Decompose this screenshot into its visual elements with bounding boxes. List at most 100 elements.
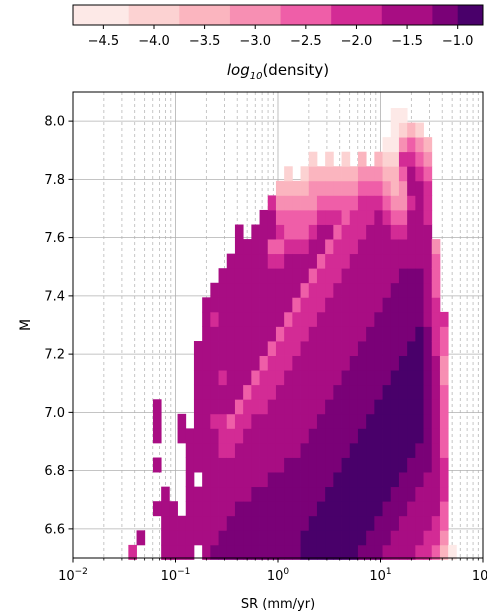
heatmap-cell <box>267 355 277 371</box>
heatmap-cell <box>382 282 392 298</box>
heatmap-cell <box>374 253 383 269</box>
heatmap-cell <box>398 501 408 517</box>
heatmap-cell <box>382 399 392 415</box>
heatmap-cell <box>234 515 244 531</box>
heatmap-cell <box>152 457 162 473</box>
x-axis-label: SR (mm/yr) <box>241 597 315 612</box>
heatmap-cell <box>202 297 211 313</box>
heatmap-cell <box>423 282 433 298</box>
heatmap-cell <box>366 457 375 473</box>
y-tick-label-0: 6.6 <box>44 522 65 537</box>
heatmap-cell <box>267 282 277 298</box>
heatmap-cell <box>169 501 178 517</box>
heatmap-cell <box>292 355 301 371</box>
heatmap-cell <box>357 195 367 211</box>
heatmap-cell <box>267 486 277 502</box>
heatmap-cell <box>423 311 433 327</box>
heatmap-cell <box>439 370 449 386</box>
heatmap-cell <box>357 326 367 342</box>
heatmap-cell <box>300 341 310 356</box>
heatmap-cell <box>423 544 433 560</box>
heatmap-cell <box>407 166 416 182</box>
heatmap-cell <box>341 166 351 182</box>
heatmap-cell <box>259 253 269 269</box>
heatmap-cell <box>423 326 433 342</box>
heatmap-cell <box>423 341 433 356</box>
x-tick-label-4: 102 <box>472 567 487 584</box>
heatmap-cell <box>251 399 260 415</box>
heatmap-cell <box>341 472 351 488</box>
heatmap-cell <box>243 311 252 327</box>
colorbar-tick-label-2: −3.5 <box>189 34 221 49</box>
heatmap-cell <box>390 428 400 444</box>
heatmap-cell <box>292 428 301 444</box>
heatmap-cell <box>341 413 351 429</box>
heatmap-cell <box>398 239 408 255</box>
heatmap-cell <box>316 486 326 502</box>
heatmap-cell <box>341 282 351 298</box>
heatmap-cell <box>275 180 285 196</box>
heatmap-cell <box>382 326 392 342</box>
heatmap-cell <box>185 442 195 458</box>
heatmap-cell <box>275 370 285 386</box>
heatmap-cell <box>267 384 277 400</box>
heatmap-cell <box>431 428 441 444</box>
heatmap-cell <box>390 370 400 386</box>
heatmap-cell <box>284 195 293 211</box>
heatmap-cell <box>407 268 416 284</box>
heatmap-cell <box>349 166 359 182</box>
heatmap-cell <box>308 326 318 342</box>
colorbar-tick-label-6: −1.5 <box>391 34 423 49</box>
heatmap-cell <box>366 253 375 269</box>
heatmap-cell <box>415 544 424 560</box>
heatmap-cell <box>259 355 269 371</box>
heatmap-cell <box>374 384 383 400</box>
heatmap-cell <box>407 326 416 342</box>
heatmap-cell <box>136 530 146 546</box>
heatmap-cell <box>243 472 252 488</box>
heatmap-cell <box>169 530 178 546</box>
heatmap-cell <box>292 515 301 531</box>
heatmap-cell <box>439 515 449 531</box>
colorbar-label-base: 10 <box>250 71 263 82</box>
heatmap-cell <box>325 457 334 473</box>
heatmap-cell <box>398 195 408 211</box>
heatmap-cell <box>284 166 293 182</box>
heatmap-cell <box>357 151 367 167</box>
heatmap-cell <box>259 326 269 342</box>
heatmap-cell <box>407 151 416 167</box>
heatmap-cell <box>407 544 416 560</box>
heatmap-cell <box>374 224 383 240</box>
y-tick-label-4: 7.4 <box>44 289 65 304</box>
heatmap-cell <box>300 209 310 225</box>
heatmap-cell <box>185 428 195 444</box>
heatmap-cell <box>415 442 424 458</box>
heatmap-cell <box>366 413 375 429</box>
heatmap-cell <box>308 180 318 196</box>
heatmap-cell <box>316 268 326 284</box>
heatmap-cell <box>415 530 424 546</box>
heatmap-cell <box>210 457 219 473</box>
heatmap-cell <box>423 137 433 153</box>
heatmap-cell <box>439 442 449 458</box>
heatmap-cell <box>349 384 359 400</box>
heatmap-cell <box>259 282 269 298</box>
heatmap-cell <box>128 544 137 560</box>
heatmap-cell <box>234 268 244 284</box>
heatmap-cell <box>308 355 318 371</box>
heatmap-cell <box>210 472 219 488</box>
heatmap-cell <box>341 180 351 196</box>
heatmap-cell <box>300 282 310 298</box>
heatmap-cell <box>251 224 260 240</box>
heatmap-cell <box>259 428 269 444</box>
heatmap-cell <box>423 151 433 167</box>
heatmap-cell <box>423 195 433 211</box>
heatmap-cell <box>234 442 244 458</box>
heatmap-cell <box>243 239 252 255</box>
heatmap-cell <box>423 472 433 488</box>
heatmap-cell <box>193 413 203 429</box>
heatmap-cell <box>251 297 260 313</box>
heatmap-cell <box>407 399 416 415</box>
heatmap-cell <box>325 253 334 269</box>
heatmap-cell <box>267 224 277 240</box>
